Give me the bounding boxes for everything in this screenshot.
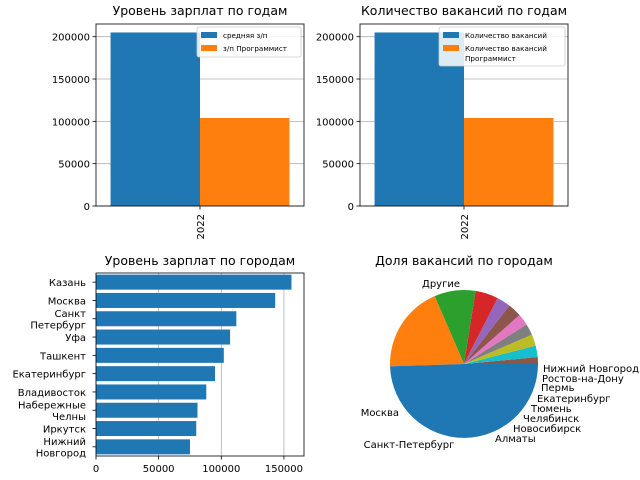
pie-label: Тюмень [530,404,572,415]
y-tick-label: Москва [48,296,86,307]
bar [96,274,292,290]
y-tick-label: 200000 [52,33,90,44]
y-tick-label: Казань [49,278,86,289]
bar [96,347,224,363]
chart-title: Уровень зарплат по годам [113,3,288,18]
pie-label: Пермь [541,383,575,394]
x-tick-label: 50000 [143,464,175,475]
bar [464,117,554,206]
chart-title: Доля вакансий по городам [375,253,553,268]
y-tick-label: Набережные Челны [18,401,86,424]
axes-frame [95,23,305,207]
y-tick-label: Ташкент [39,351,86,362]
bar [96,311,237,327]
x-tick-label: 0 [93,464,99,475]
legend-label: средняя з/п [223,31,268,40]
y-tick-label: 150000 [52,75,90,86]
pie-label: Екатеринбург [537,394,611,405]
x-tick-label: 150000 [265,464,303,475]
legend-swatch [443,32,459,38]
legend-swatch [201,45,217,51]
pie-label: Ростов-на-Дону [542,374,624,385]
legend-swatch [443,45,459,51]
vacancies-by-year-chart: Количество вакансий по годам 0 50000 10000… [316,3,569,239]
y-tick-label: 150000 [316,75,354,86]
bar [96,421,197,437]
chart-title: Количество вакансий по годам [361,3,567,18]
x-tick-label: 2022 [460,214,471,239]
y-tick-label: Нижний Новгород [36,437,86,460]
pie-slice [464,345,538,364]
y-tick-label: 0 [348,202,354,213]
pie-slice [390,296,464,367]
legend-label: Количество вакансий [465,44,547,53]
bar [96,439,190,455]
bar [96,292,276,308]
y-tick-label: 100000 [52,117,90,128]
pie-slice [464,315,527,364]
pie-label: Челябинск [523,414,579,425]
bar [96,329,231,345]
pie-label: Алматы [495,434,536,445]
bar [200,117,290,206]
x-tick-label: 100000 [202,464,240,475]
y-tick-label: 100000 [316,117,354,128]
y-tick-label: Санкт Петербург [30,309,86,332]
salary-by-year-chart: Уровень зарплат по годам 0 50000 100000 150… [52,3,305,239]
bar [96,384,207,400]
legend-box [438,26,566,67]
pie-label: Новосибирск [513,424,581,435]
pie-slice [464,290,498,364]
pie-label: Нижний Новгород [543,364,639,375]
y-tick-label: 0 [84,202,90,213]
pie-label: Санкт-Петербург [364,440,455,451]
pie-slice [464,334,536,364]
y-tick-label: 50000 [58,160,90,171]
legend-swatch [201,32,217,38]
y-tick-label: 200000 [316,33,354,44]
chart-title: Уровень зарплат по городам [105,253,295,268]
axes-frame [359,23,569,207]
legend-label: з/п Программист [223,44,287,53]
y-tick-label: 50000 [322,160,354,171]
bar [96,366,216,382]
y-tick-label: Иркутск [43,425,86,436]
pie-slice [390,364,538,438]
pie-label: Другие [422,279,460,290]
bar [96,402,198,418]
pie-slice [464,357,538,364]
y-tick-label: Уфа [65,333,86,344]
vacancies-share-by-city-chart: Доля вакансий по городам Нижний Новгород… [361,253,639,451]
legend-label: Программист [465,54,516,63]
bar [110,32,200,206]
pie-label: Москва [361,408,399,419]
pie-slice [464,298,510,364]
pie-slice [434,289,476,364]
y-tick-label: Екатеринбург [12,370,86,381]
legend-label: Количество вакансий [465,31,547,40]
x-tick-label: 2022 [196,214,207,239]
legend-box [196,26,302,58]
y-tick-label: Владивосток [18,388,86,399]
salary-by-city-chart: Уровень зарплат по городам 0 50000 100000 1… [12,253,305,475]
pie-slice [464,305,520,364]
legend: средняя з/п з/п Программист [196,26,302,58]
axes-frame [95,272,305,457]
pie-slice [464,324,532,364]
